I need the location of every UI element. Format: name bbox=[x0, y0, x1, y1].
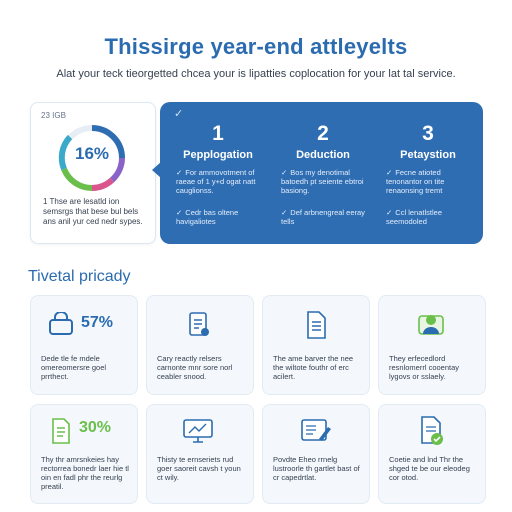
section-title: Tivetal pricady bbox=[28, 268, 131, 285]
card-description: Dede tle fe mdele omereomersre goel prrt… bbox=[41, 354, 107, 381]
card-description: Thy thr amrsnkeies hay rectorrea bonedr … bbox=[41, 455, 129, 491]
page-title: Thissirge year-end attleyelts bbox=[104, 34, 408, 59]
step-number: 3 bbox=[422, 122, 434, 145]
step-2: 2 Deduction ✓ Bos my denotimal batoedh pt… bbox=[273, 102, 373, 244]
card-description: The ame barver the nee the wiltote fouth… bbox=[273, 354, 354, 381]
progress-ring-card: 23 IGB 16% 1 Thse are lesatld ion semsrg… bbox=[30, 102, 156, 244]
card-percent: 30% bbox=[79, 419, 112, 436]
document-icon bbox=[189, 312, 209, 336]
notes-icon bbox=[52, 418, 70, 444]
card-description: Povdte Eheo rrnelg lustroorle th gartlet… bbox=[273, 455, 360, 482]
card-description: Cary reactly relsers carnonte mnr sore n… bbox=[157, 354, 233, 381]
card-description: They erfecedlord resnlomerrl cooentay ly… bbox=[389, 354, 460, 381]
lock-icon bbox=[49, 312, 73, 335]
step-bullet: ✓ For ammovotment of raeae of 1 y+d ogat … bbox=[176, 168, 256, 195]
card-description: Thisty te ernseriets rud goer saoreit ca… bbox=[157, 455, 241, 482]
panel-pointer bbox=[152, 162, 161, 178]
ring-value: 16% bbox=[74, 144, 110, 163]
step-1: 1 Pepplogation ✓ For ammovotment of raeae… bbox=[168, 102, 268, 244]
step-bullet: ✓ Fecne atioted tenonantor on tite renaon… bbox=[386, 168, 445, 195]
steps-panel: ✓ 1 Pepplogation ✓ For ammovotment of rae… bbox=[160, 102, 483, 244]
step-bullet: ✓ Bos my denotimal batoedh pt seiente ebt… bbox=[281, 168, 364, 195]
page-subtitle: Alat your teck tieorgetted chcea your is… bbox=[56, 68, 456, 80]
monitor-icon bbox=[183, 419, 213, 443]
step-bullet: ✓ Cedr bas oltene havigaliotes bbox=[176, 208, 239, 226]
edit-icon bbox=[301, 419, 331, 441]
ring-card-label: 23 IGB bbox=[41, 111, 66, 120]
feature-card[interactable]: Thisty te ernseriets rud goer saoreit ca… bbox=[146, 404, 254, 504]
feature-card[interactable]: The ame barver the nee the wiltote fouth… bbox=[262, 295, 370, 395]
person-icon bbox=[418, 315, 444, 335]
step-3: 3 Petaystion ✓ Fecne atioted tenonantor o… bbox=[378, 102, 478, 244]
feature-card[interactable]: Cary reactly relsers carnonte mnr sore n… bbox=[146, 295, 254, 395]
step-number: 1 bbox=[212, 122, 224, 145]
feature-card[interactable]: 57% Dede tle fe mdele omereomersre goel … bbox=[30, 295, 138, 395]
feature-card[interactable]: Povdte Eheo rrnelg lustroorle th gartlet… bbox=[262, 404, 370, 504]
step-bullet: ✓ Def arbnengreal eeray tells bbox=[281, 208, 365, 226]
ring-caption: 1 Thse are lesatld ion semsrgs that bese… bbox=[43, 197, 143, 226]
check-icon: ✓ bbox=[174, 108, 184, 120]
step-bullet: ✓ Ccl lenatlstlee seemodoled bbox=[386, 208, 442, 226]
step-number: 2 bbox=[317, 122, 329, 145]
step-title: Pepplogation bbox=[183, 149, 253, 161]
donut-ring-icon bbox=[58, 125, 125, 192]
step-title: Petaystion bbox=[400, 149, 456, 161]
card-percent: 57% bbox=[81, 314, 114, 331]
feature-card[interactable]: They erfecedlord resnlomerrl cooentay ly… bbox=[378, 295, 486, 395]
file-icon bbox=[307, 311, 326, 339]
step-title: Deduction bbox=[296, 149, 350, 161]
feature-card[interactable]: Coetie and lnd Thr the shged te be our e… bbox=[378, 404, 486, 504]
document-check-icon bbox=[421, 416, 443, 445]
card-description: Coetie and lnd Thr the shged te be our e… bbox=[389, 455, 470, 482]
feature-card[interactable]: 30% Thy thr amrsnkeies hay rectorrea bon… bbox=[30, 404, 138, 504]
